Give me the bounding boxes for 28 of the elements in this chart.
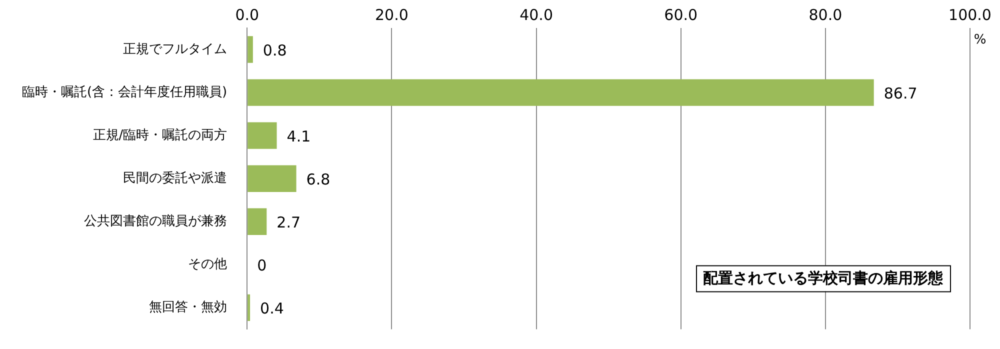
x-tick-label: 20.0 bbox=[375, 6, 408, 24]
bar bbox=[248, 79, 874, 106]
y-tick-label: その他 bbox=[188, 257, 228, 272]
x-axis-title: % bbox=[974, 32, 986, 48]
data-label: 6.8 bbox=[306, 170, 330, 188]
bar bbox=[248, 294, 250, 322]
data-label: 0.4 bbox=[260, 300, 284, 318]
y-tick-label: 正規でフルタイム bbox=[123, 42, 228, 57]
y-tick-label: 公共図書館の職員が兼務 bbox=[84, 214, 228, 230]
data-label: 4.1 bbox=[286, 127, 311, 146]
y-tick-label: 臨時・嘱託(含：会計年度任用職員) bbox=[22, 84, 228, 100]
x-tick-label: 80.0 bbox=[808, 6, 842, 24]
x-tick-label: 100.0 bbox=[948, 6, 992, 24]
bar bbox=[248, 165, 296, 192]
data-label: 2.7 bbox=[276, 214, 301, 232]
x-tick-label: 40.0 bbox=[520, 6, 553, 24]
y-tick-label: 正規/臨時・嘱託の両方 bbox=[92, 126, 228, 143]
bar bbox=[248, 208, 267, 235]
bar bbox=[248, 36, 253, 63]
y-tick-label: 民間の委託や派遣 bbox=[123, 170, 228, 186]
text: 配置されている学校司書の雇用形態 bbox=[703, 269, 944, 288]
x-tick-label: 0.0 bbox=[235, 6, 260, 24]
x-tick-label: 60.0 bbox=[664, 6, 698, 24]
data-label: 0 bbox=[257, 256, 267, 275]
y-tick-label: 無回答・無効 bbox=[149, 300, 228, 316]
data-label: 0.8 bbox=[262, 41, 287, 60]
data-label: 86.7 bbox=[884, 84, 918, 102]
bar bbox=[248, 122, 277, 149]
